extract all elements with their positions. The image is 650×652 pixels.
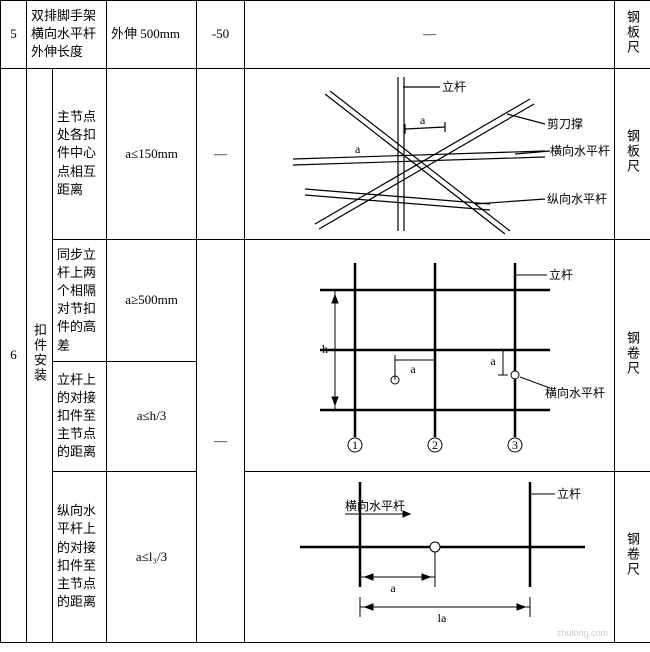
spec-table: 5 双排脚手架横向水平杆外伸长度 外伸 500mm -50 — 钢板尺 6 扣件… bbox=[0, 0, 650, 643]
svg-text:1: 1 bbox=[352, 438, 358, 452]
item-desc: 纵向水平杆上的对接扣件至主节点的距离 bbox=[53, 471, 107, 642]
svg-text:2: 2 bbox=[432, 438, 438, 452]
table-row: 6 扣件安装 主节点处各扣件中心点相互距离 a≤150mm — bbox=[1, 68, 650, 239]
watermark: zhulong.com bbox=[557, 628, 608, 638]
spec: 外伸 500mm bbox=[107, 1, 197, 69]
svg-text:3: 3 bbox=[512, 438, 518, 452]
spec: a≤h/3 bbox=[107, 361, 197, 471]
spec: a≤l₃/3 bbox=[107, 471, 197, 642]
row-num: 5 bbox=[1, 1, 27, 69]
table-row: 纵向水平杆上的对接扣件至主节点的距离 a≤l₃/3 bbox=[1, 471, 650, 642]
svg-text:横向水平杆: 横向水平杆 bbox=[550, 143, 610, 158]
spec: a≥500mm bbox=[107, 239, 197, 361]
svg-text:a: a bbox=[355, 142, 361, 156]
svg-text:纵向水平杆: 纵向水平杆 bbox=[547, 191, 607, 206]
svg-text:a: a bbox=[410, 362, 416, 376]
svg-text:立杆: 立杆 bbox=[442, 79, 466, 94]
svg-text:a: a bbox=[390, 581, 396, 595]
dash: — bbox=[245, 1, 615, 69]
tolerance: — bbox=[197, 239, 245, 642]
tolerance: -50 bbox=[197, 1, 245, 69]
grid-svg: h a a 1 2 3 立杆 横向水平杆 bbox=[245, 245, 615, 465]
item-name: 双排脚手架横向水平杆外伸长度 bbox=[27, 1, 107, 69]
tool: 钢卷尺 bbox=[615, 239, 650, 471]
tolerance: — bbox=[197, 68, 245, 239]
svg-text:横向水平杆: 横向水平杆 bbox=[545, 385, 605, 400]
svg-text:剪刀撑: 剪刀撑 bbox=[547, 116, 583, 131]
tool: 钢板尺 bbox=[615, 1, 650, 69]
row-num: 6 bbox=[1, 68, 27, 642]
svg-text:立杆: 立杆 bbox=[557, 486, 581, 501]
svg-text:立杆: 立杆 bbox=[549, 267, 573, 282]
table-row: 同步立杆上两个相隔对节扣件的高差 a≥500mm — bbox=[1, 239, 650, 361]
item-desc: 主节点处各扣件中心点相互距离 bbox=[53, 68, 107, 239]
item-desc: 同步立杆上两个相隔对节扣件的高差 bbox=[53, 239, 107, 361]
item-desc: 立杆上的对接扣件至主节点的距离 bbox=[53, 361, 107, 471]
svg-text:a: a bbox=[420, 113, 426, 127]
svg-text:h: h bbox=[322, 342, 328, 356]
tool: 钢板尺 bbox=[615, 68, 650, 239]
long-svg: 立杆 横向水平杆 a la bbox=[245, 472, 615, 642]
spec: a≤150mm bbox=[107, 68, 197, 239]
category: 扣件安装 bbox=[27, 68, 53, 642]
diagram-joint: 立杆 剪刀撑 横向水平杆 纵向水平杆 a a bbox=[245, 68, 615, 239]
svg-text:a: a bbox=[490, 354, 496, 368]
table-row: 5 双排脚手架横向水平杆外伸长度 外伸 500mm -50 — 钢板尺 bbox=[1, 1, 650, 69]
joint-svg: 立杆 剪刀撑 横向水平杆 纵向水平杆 a a bbox=[245, 69, 615, 239]
svg-text:la: la bbox=[438, 611, 447, 625]
diagram-grid: h a a 1 2 3 立杆 横向水平杆 bbox=[245, 239, 615, 471]
diagram-longitudinal: 立杆 横向水平杆 a la zhulong.com bbox=[245, 471, 615, 642]
svg-text:横向水平杆: 横向水平杆 bbox=[345, 498, 405, 513]
tool: 钢卷尺 bbox=[615, 471, 650, 642]
